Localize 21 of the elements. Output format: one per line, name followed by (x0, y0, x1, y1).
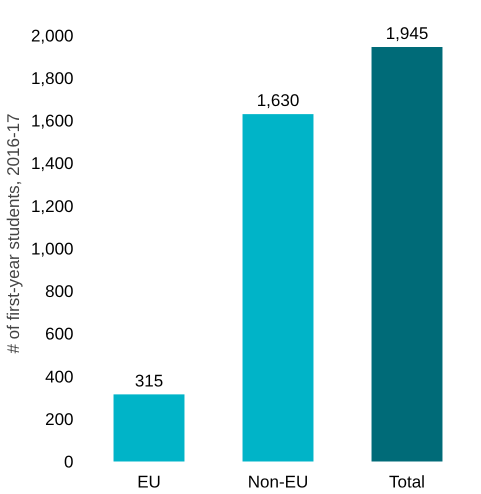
data-label: 1,630 (256, 91, 300, 110)
data-label: 315 (134, 371, 164, 390)
y-tick-label: 1,200 (30, 196, 74, 216)
bar (114, 394, 184, 462)
y-tick-label: 1,800 (30, 68, 74, 88)
y-tick-label: 0 (64, 452, 74, 472)
x-tick-label: Non-EU (248, 472, 308, 492)
x-tick-label: EU (137, 472, 161, 492)
y-tick-label: 800 (45, 282, 74, 302)
x-tick-label: Total (389, 472, 425, 492)
y-tick-label: 1,000 (30, 239, 74, 258)
y-tick-label: 1,600 (30, 112, 74, 131)
y-tick-label: 200 (45, 410, 74, 429)
y-tick-label: 2,000 (30, 26, 74, 46)
bar (372, 47, 442, 462)
y-tick-label: 400 (45, 367, 74, 386)
y-axis-title: # of first-year students, 2016-17 (4, 113, 23, 354)
bar (242, 114, 314, 462)
y-tick-label: 1,400 (30, 154, 74, 174)
y-tick-label: 600 (45, 324, 74, 344)
data-label: 1,945 (386, 24, 428, 44)
